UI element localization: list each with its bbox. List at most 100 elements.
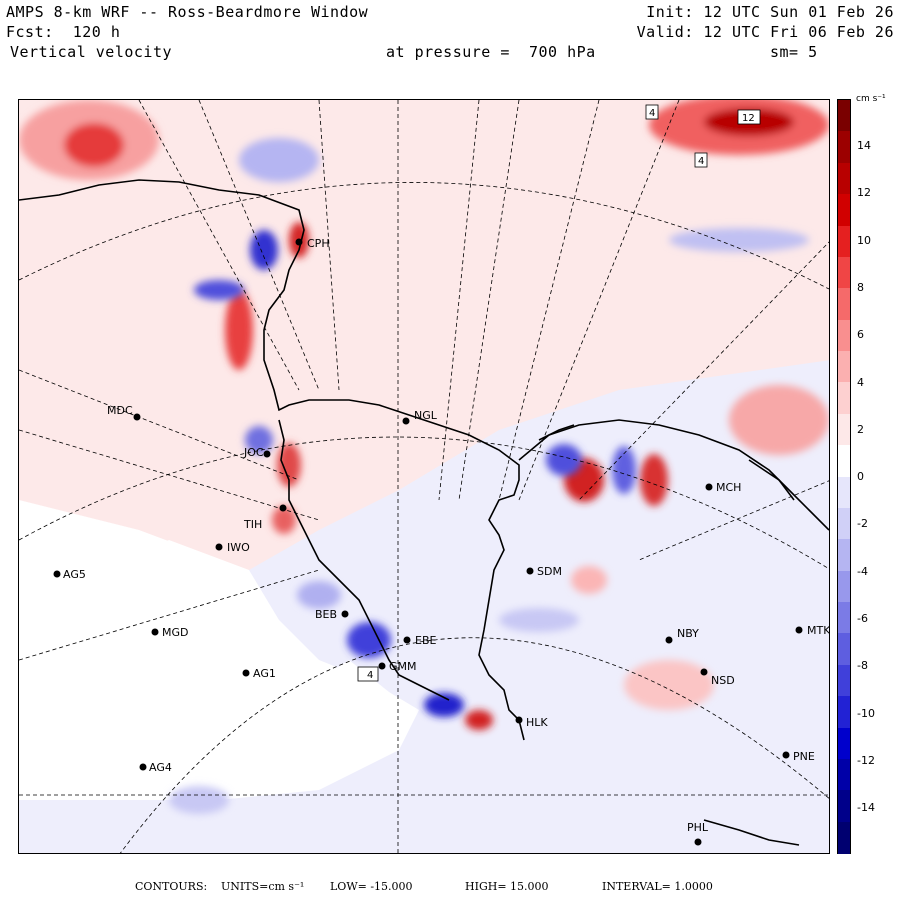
colorbar-tick-label: 8 — [857, 280, 864, 294]
graticule — [19, 100, 829, 853]
header-smoothing: sm= 5 — [770, 43, 818, 61]
svg-text:PHL: PHL — [687, 821, 709, 834]
svg-text:MTK: MTK — [807, 624, 830, 637]
colorbar-tick-label: -14 — [857, 801, 875, 815]
colorbar-tick-label: 0 — [857, 470, 864, 484]
colorbar-segment — [838, 225, 850, 258]
station-NGL[interactable]: NGL — [402, 409, 438, 425]
header-level: at pressure = 700 hPa — [386, 43, 596, 61]
colorbar-segment — [838, 382, 850, 415]
svg-text:AG1: AG1 — [253, 667, 276, 680]
colorbar-units: cm s⁻¹ — [856, 94, 886, 104]
footer-high: HIGH= 15.000 — [465, 880, 549, 893]
colorbar-tick-label: -2 — [857, 517, 868, 531]
station-MGD[interactable]: MGD — [151, 626, 189, 639]
svg-text:MDC: MDC — [107, 404, 133, 417]
svg-text:4: 4 — [649, 108, 655, 119]
colorbar-tick-label: 12 — [857, 186, 871, 200]
svg-text:HLK: HLK — [526, 716, 548, 729]
colorbar-segment — [838, 539, 850, 572]
footer-low: LOW= -15.000 — [330, 880, 413, 893]
colorbar-tick-label: -6 — [857, 612, 868, 625]
colorbar-segment — [838, 602, 850, 634]
svg-text:JOC: JOC — [243, 446, 264, 459]
station-NBY[interactable]: NBY — [665, 627, 700, 644]
station-MDC[interactable]: MDC — [107, 404, 141, 421]
footer-units: UNITS=cm s⁻¹ — [221, 880, 305, 893]
colorbar-segment — [838, 727, 850, 760]
colorbar-tick-label: -10 — [857, 706, 875, 720]
colorbar-segment — [838, 570, 850, 603]
colorbar-segment — [838, 633, 850, 666]
station-MCH[interactable]: MCH — [705, 481, 742, 494]
footer-interval: INTERVAL= 1.0000 — [602, 880, 713, 893]
svg-text:NBY: NBY — [677, 627, 699, 640]
station-HLK[interactable]: HLK — [515, 716, 549, 729]
svg-text:BEB: BEB — [315, 608, 337, 621]
svg-text:CPH: CPH — [307, 237, 330, 250]
downdraft-areas — [169, 138, 809, 814]
header-field: Vertical velocity — [10, 43, 173, 61]
colorbar-tick-label: 4 — [857, 375, 864, 389]
svg-text:12: 12 — [742, 113, 755, 124]
station-MTK[interactable]: MTK — [795, 624, 831, 637]
map-svg: 4 12 4 4 CPH NGL MDC JOC MCH IWO AG5 SDM… — [19, 100, 831, 853]
field-ice-shelf — [19, 540, 419, 800]
map-panel[interactable]: 4 12 4 4 CPH NGL MDC JOC MCH IWO AG5 SDM… — [18, 99, 830, 854]
svg-text:AG4: AG4 — [149, 761, 172, 774]
svg-text:4: 4 — [367, 670, 373, 681]
station-CPH[interactable]: CPH — [295, 237, 330, 250]
colorbar-segment — [838, 162, 850, 195]
station-TIH[interactable]: TIH — [243, 504, 287, 532]
station-IWO[interactable]: IWO — [215, 541, 251, 554]
station-JOC[interactable]: JOC — [243, 446, 271, 459]
field-positive-region — [19, 100, 829, 660]
station-PNE[interactable]: PNE — [782, 750, 815, 763]
colorbar-segment — [838, 445, 850, 477]
colorbar-segment — [838, 476, 850, 509]
station-NSD[interactable]: NSD — [700, 668, 735, 688]
colorbar-segment — [838, 413, 850, 446]
svg-text:4: 4 — [698, 156, 704, 167]
colorbar-segment — [838, 758, 850, 791]
header-valid: Valid: 12 UTC Fri 06 Feb 26 — [636, 23, 894, 41]
colorbar-segment — [838, 256, 850, 289]
station-SDM[interactable]: SDM — [526, 565, 562, 578]
colorbar-segment — [838, 131, 850, 164]
station-GMM[interactable]: GMM — [378, 660, 417, 673]
colorbar-segment — [838, 351, 850, 383]
svg-text:MGD: MGD — [162, 626, 189, 639]
station-BEB[interactable]: BEB — [315, 608, 349, 621]
colorbar-tick-label: 10 — [857, 233, 871, 247]
station-AG4[interactable]: AG4 — [139, 761, 172, 774]
svg-text:EBE: EBE — [415, 634, 436, 647]
svg-text:MCH: MCH — [716, 481, 741, 494]
colorbar-segment — [838, 100, 850, 132]
station-PHL[interactable]: PHL — [687, 821, 709, 846]
colorbar-tick-label: 14 — [857, 139, 871, 152]
coastline — [19, 179, 829, 846]
colorbar-tick-label: -8 — [857, 659, 868, 673]
station-AG1[interactable]: AG1 — [242, 667, 276, 680]
footer-contours: CONTOURS: — [135, 880, 208, 893]
header-title: AMPS 8-km WRF -- Ross-Beardmore Window — [6, 3, 369, 21]
colorbar-segment — [838, 821, 850, 854]
header-init: Init: 12 UTC Sun 01 Feb 26 — [646, 3, 894, 21]
colorbar-segment — [838, 790, 850, 823]
svg-text:PNE: PNE — [793, 750, 815, 763]
colorbar-segment — [838, 664, 850, 697]
colorbar-tick-label: 6 — [857, 328, 864, 342]
station-AG5[interactable]: AG5 — [53, 568, 86, 581]
updraft-areas — [19, 100, 829, 730]
svg-text:SDM: SDM — [537, 565, 562, 578]
svg-text:IWO: IWO — [227, 541, 250, 554]
svg-text:NSD: NSD — [711, 674, 735, 687]
colorbar-tick-label: -4 — [857, 564, 868, 578]
station-EBE[interactable]: EBE — [403, 634, 437, 647]
colorbar-segment — [838, 194, 850, 226]
colorbar-tick-label: 2 — [857, 422, 864, 436]
stations: CPH NGL MDC JOC MCH IWO AG5 SDM BEB MGD … — [53, 237, 831, 846]
svg-text:GMM: GMM — [389, 660, 417, 673]
svg-text:NGL: NGL — [414, 409, 438, 422]
svg-text:TIH: TIH — [243, 518, 262, 531]
